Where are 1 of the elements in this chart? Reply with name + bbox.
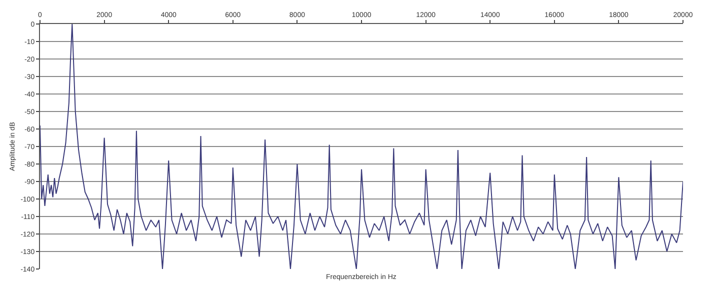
line-series [40, 24, 683, 269]
